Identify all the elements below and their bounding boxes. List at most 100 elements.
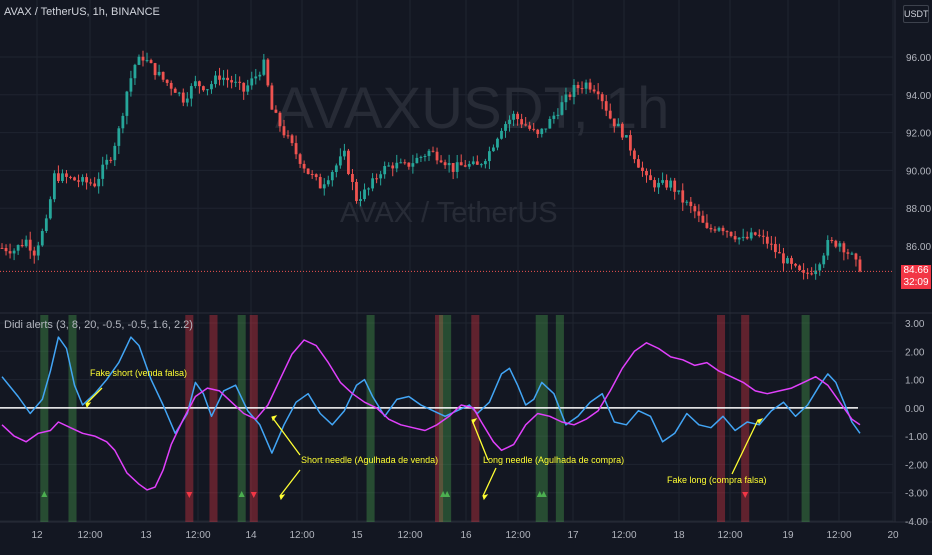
candle-body <box>568 94 572 97</box>
candle-body <box>8 251 12 254</box>
candle-body <box>717 227 721 231</box>
candle-body <box>197 81 201 87</box>
last-price-label: 84.66 <box>901 265 931 277</box>
candle-body <box>584 82 588 89</box>
buy-signal-band <box>801 315 810 522</box>
candle-body <box>342 150 346 157</box>
arrow-head-icon <box>471 418 478 425</box>
candle-body <box>391 165 395 169</box>
candle-body <box>713 229 717 231</box>
indicator-title[interactable]: Didi alerts (3, 8, 20, -0.5, -0.5, 1.6, … <box>4 319 193 331</box>
candle-body <box>214 75 217 85</box>
candle-body <box>20 245 24 247</box>
candle-body <box>330 171 334 181</box>
time-tick-label: 19 <box>782 530 794 541</box>
candle-body <box>16 245 20 251</box>
candle-body <box>351 173 354 182</box>
candle-body <box>552 115 556 119</box>
candle-body <box>254 76 258 79</box>
candle-body <box>830 240 834 242</box>
candle-body <box>145 60 149 62</box>
time-tick-label: 14 <box>245 530 257 541</box>
candle-body <box>314 174 318 178</box>
candle-body <box>238 81 242 83</box>
candle-body <box>681 190 685 203</box>
price-tick-label: 92.00 <box>906 129 931 140</box>
time-tick-label: 17 <box>567 530 579 541</box>
candle-body <box>451 162 455 172</box>
time-tick-label: 12:00 <box>397 530 422 541</box>
price-tick-label: 90.00 <box>906 166 931 177</box>
candle-body <box>620 123 624 138</box>
arrow-head-icon <box>85 402 92 409</box>
candle-body <box>157 71 161 76</box>
watermark-name: AVAX / TetherUS <box>340 197 558 229</box>
candle-body <box>210 84 213 90</box>
candle-body <box>806 272 810 274</box>
candle-body <box>242 82 246 92</box>
arrow-head-icon <box>482 494 489 501</box>
candle-body <box>560 102 564 115</box>
indicator-tick-label: -4.00 <box>905 517 928 528</box>
price-tick-label: 88.00 <box>906 204 931 215</box>
candle-body <box>657 182 660 188</box>
buy-marker-icon <box>536 491 543 497</box>
candle-body <box>286 135 290 137</box>
price-tick-label: 96.00 <box>906 53 931 64</box>
candle-body <box>395 162 399 169</box>
time-tick-label: 12 <box>31 530 43 541</box>
buy-marker-icon <box>444 491 451 497</box>
candle-body <box>387 165 391 167</box>
candle-body <box>262 59 266 75</box>
candle-body <box>363 189 366 200</box>
candle-body <box>741 236 745 238</box>
candle-body <box>105 159 109 165</box>
candle-body <box>431 150 435 152</box>
candle-body <box>36 245 40 256</box>
candle-body <box>69 176 72 178</box>
indicator-tick-label: 0.00 <box>905 404 925 415</box>
annotation-arrow <box>271 416 301 456</box>
candle-body <box>475 161 479 165</box>
sell-signal-band <box>435 315 444 522</box>
buy-marker-icon <box>540 491 547 497</box>
candle-body <box>693 206 697 212</box>
time-tick-label: 12:00 <box>717 530 742 541</box>
candle-body <box>500 130 503 139</box>
sell-signal-band <box>741 315 750 522</box>
buy-signal-band <box>237 315 246 522</box>
candle-body <box>226 77 229 81</box>
candle-body <box>355 181 358 202</box>
candle-body <box>580 88 584 90</box>
sell-marker-icon <box>250 492 257 498</box>
candle-body <box>540 128 544 135</box>
candle-body <box>435 151 439 161</box>
buy-marker-icon <box>41 491 48 497</box>
candle-body <box>685 201 689 203</box>
candle-body <box>306 168 310 175</box>
candle-body <box>600 94 604 102</box>
candle-body <box>467 164 471 167</box>
currency-label[interactable]: USDT <box>903 5 929 23</box>
candle-body <box>826 240 830 256</box>
candle-body <box>548 118 552 129</box>
symbol-title[interactable]: AVAX / TetherUS, 1h, BINANCE <box>4 6 160 18</box>
candle-body <box>592 89 596 92</box>
candle-body <box>528 125 532 129</box>
candle-body <box>129 78 133 92</box>
candle-body <box>508 119 511 125</box>
candle-body <box>773 244 777 253</box>
indicator-tick-label: -1.00 <box>905 432 928 443</box>
time-tick-label: 13 <box>140 530 152 541</box>
annotation-label: Short needle (Agulhada de venda) <box>301 455 438 465</box>
candle-body <box>278 112 282 127</box>
candle-body <box>761 235 765 237</box>
candle-body <box>234 81 238 83</box>
candle-body <box>576 84 580 89</box>
price-tick-label: 86.00 <box>906 242 931 253</box>
candle-body <box>532 128 536 130</box>
candle-body <box>206 89 209 91</box>
candle-body <box>628 135 632 151</box>
